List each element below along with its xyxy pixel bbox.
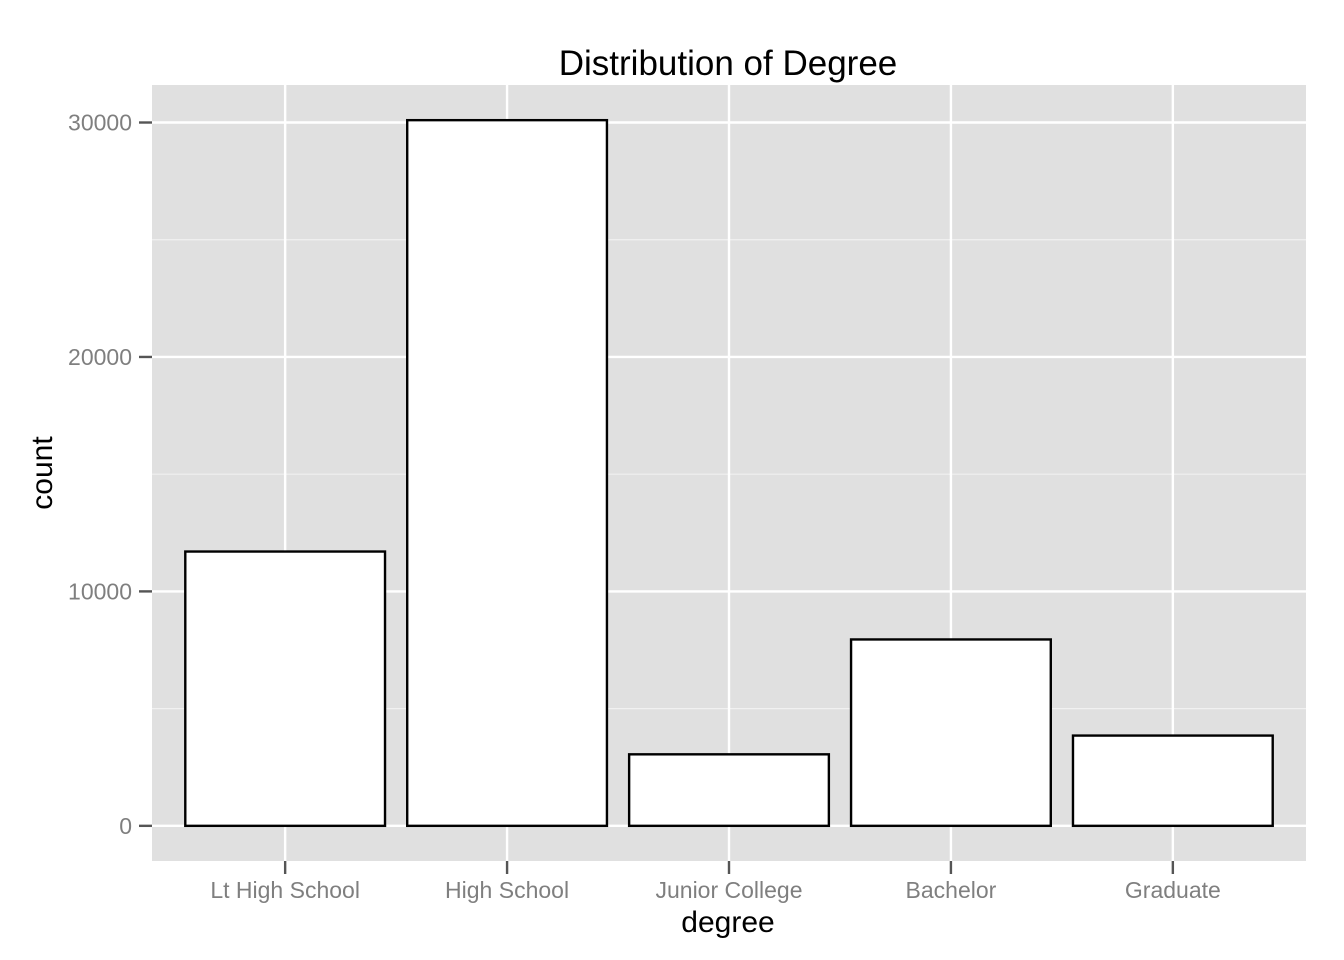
x-tick-label: Bachelor <box>906 877 997 903</box>
y-tick-label: 30000 <box>68 110 132 136</box>
y-tick-label: 0 <box>119 813 132 839</box>
x-tick-label: Junior College <box>655 877 802 903</box>
x-axis: Lt High School High School Junior College B… <box>210 861 1221 903</box>
x-tick-label: Graduate <box>1125 877 1221 903</box>
x-axis-title: degree <box>681 906 774 939</box>
bar <box>184 550 387 828</box>
x-tick-label: High School <box>445 877 569 903</box>
y-tick-label: 20000 <box>68 344 132 370</box>
chart-title: Distribution of Degree <box>559 44 898 83</box>
bar <box>406 118 609 828</box>
y-axis: 0 10000 20000 30000 <box>68 110 152 839</box>
bar <box>1071 734 1274 828</box>
y-axis-title: count <box>26 436 59 510</box>
bar <box>849 638 1052 828</box>
bars <box>184 118 1274 828</box>
x-tick-label: Lt High School <box>210 877 360 903</box>
bar <box>627 753 831 828</box>
y-tick-label: 10000 <box>68 578 132 604</box>
